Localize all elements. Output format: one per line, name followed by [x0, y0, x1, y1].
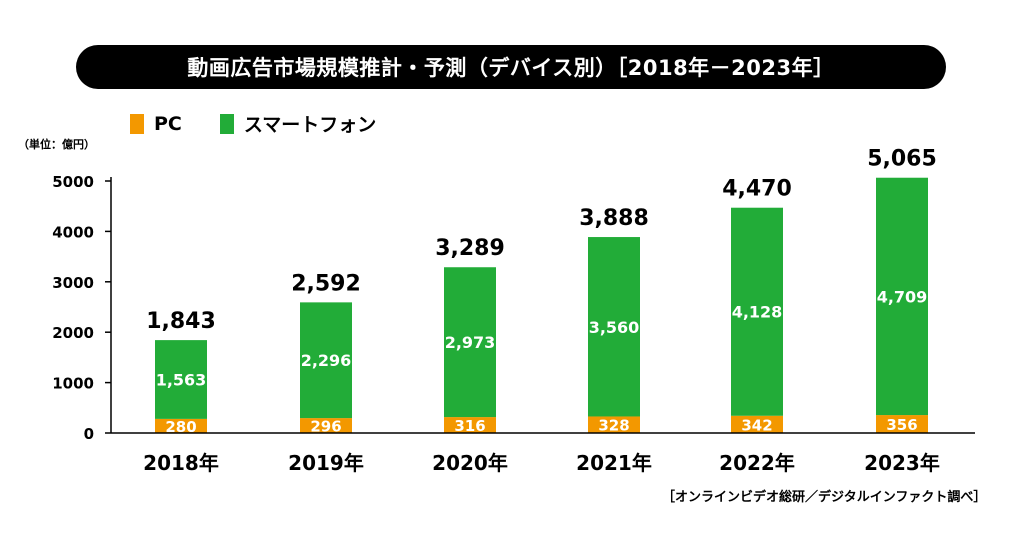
x-tick-label: 2020年	[432, 451, 508, 475]
bar-smartphone	[876, 177, 928, 416]
bar-pc	[876, 415, 928, 433]
legend-item-smartphone: スマートフォン	[219, 110, 377, 137]
total-label: 4,470	[722, 177, 792, 202]
y-tick-label: 5000	[52, 173, 94, 191]
data-label: 280	[165, 418, 196, 436]
total-label: 2,592	[291, 271, 361, 296]
bar-pc	[444, 417, 496, 433]
y-tick-label: 2000	[52, 324, 94, 342]
y-tick-label: 4000	[52, 223, 94, 241]
data-label: 2,296	[301, 351, 352, 370]
bar-smartphone	[300, 302, 352, 419]
x-tick-label: 2018年	[143, 451, 219, 475]
total-label: 1,843	[146, 309, 216, 334]
data-label: 4,709	[877, 287, 928, 306]
bar-pc	[155, 418, 207, 433]
bar-smartphone	[155, 340, 207, 419]
data-label: 4,128	[732, 303, 783, 322]
chart-title: 動画広告市場規模推計・予測（デバイス別）［2018年－2023年］	[76, 45, 946, 89]
total-label: 5,065	[867, 147, 937, 172]
data-label: 316	[454, 417, 485, 435]
data-label: 328	[598, 417, 629, 435]
data-label: 1,563	[156, 371, 207, 390]
x-tick-label: 2021年	[576, 451, 652, 475]
bar-smartphone	[588, 237, 640, 417]
legend-swatch-smartphone	[219, 113, 234, 134]
y-tick-label: 1000	[52, 375, 94, 393]
legend-label: スマートフォン	[243, 114, 377, 136]
data-label: 2,973	[445, 333, 496, 352]
legend: PC スマートフォン	[130, 110, 414, 137]
bar-pc	[731, 415, 783, 433]
data-label: 296	[310, 418, 341, 436]
total-label: 3,888	[579, 206, 649, 231]
x-tick-label: 2023年	[864, 451, 940, 475]
legend-swatch-pc	[130, 113, 144, 134]
total-label: 3,289	[435, 236, 505, 261]
data-label: 342	[741, 416, 772, 434]
y-tick-label: 0	[84, 425, 94, 443]
source-note: ［オンラインビデオ総研／デジタルインファクト調べ］	[662, 490, 987, 505]
unit-label: （単位：億円）	[18, 138, 95, 151]
bar-smartphone	[444, 267, 496, 418]
data-label: 356	[886, 416, 917, 434]
data-label: 3,560	[589, 318, 640, 337]
bar-pc	[588, 416, 640, 433]
bar-smartphone	[731, 207, 783, 416]
y-tick-label: 3000	[52, 274, 94, 292]
legend-label: PC	[154, 112, 182, 135]
x-tick-label: 2022年	[719, 451, 795, 475]
legend-item-pc: PC	[130, 113, 182, 135]
bar-pc	[300, 418, 352, 433]
x-tick-label: 2019年	[288, 451, 364, 475]
